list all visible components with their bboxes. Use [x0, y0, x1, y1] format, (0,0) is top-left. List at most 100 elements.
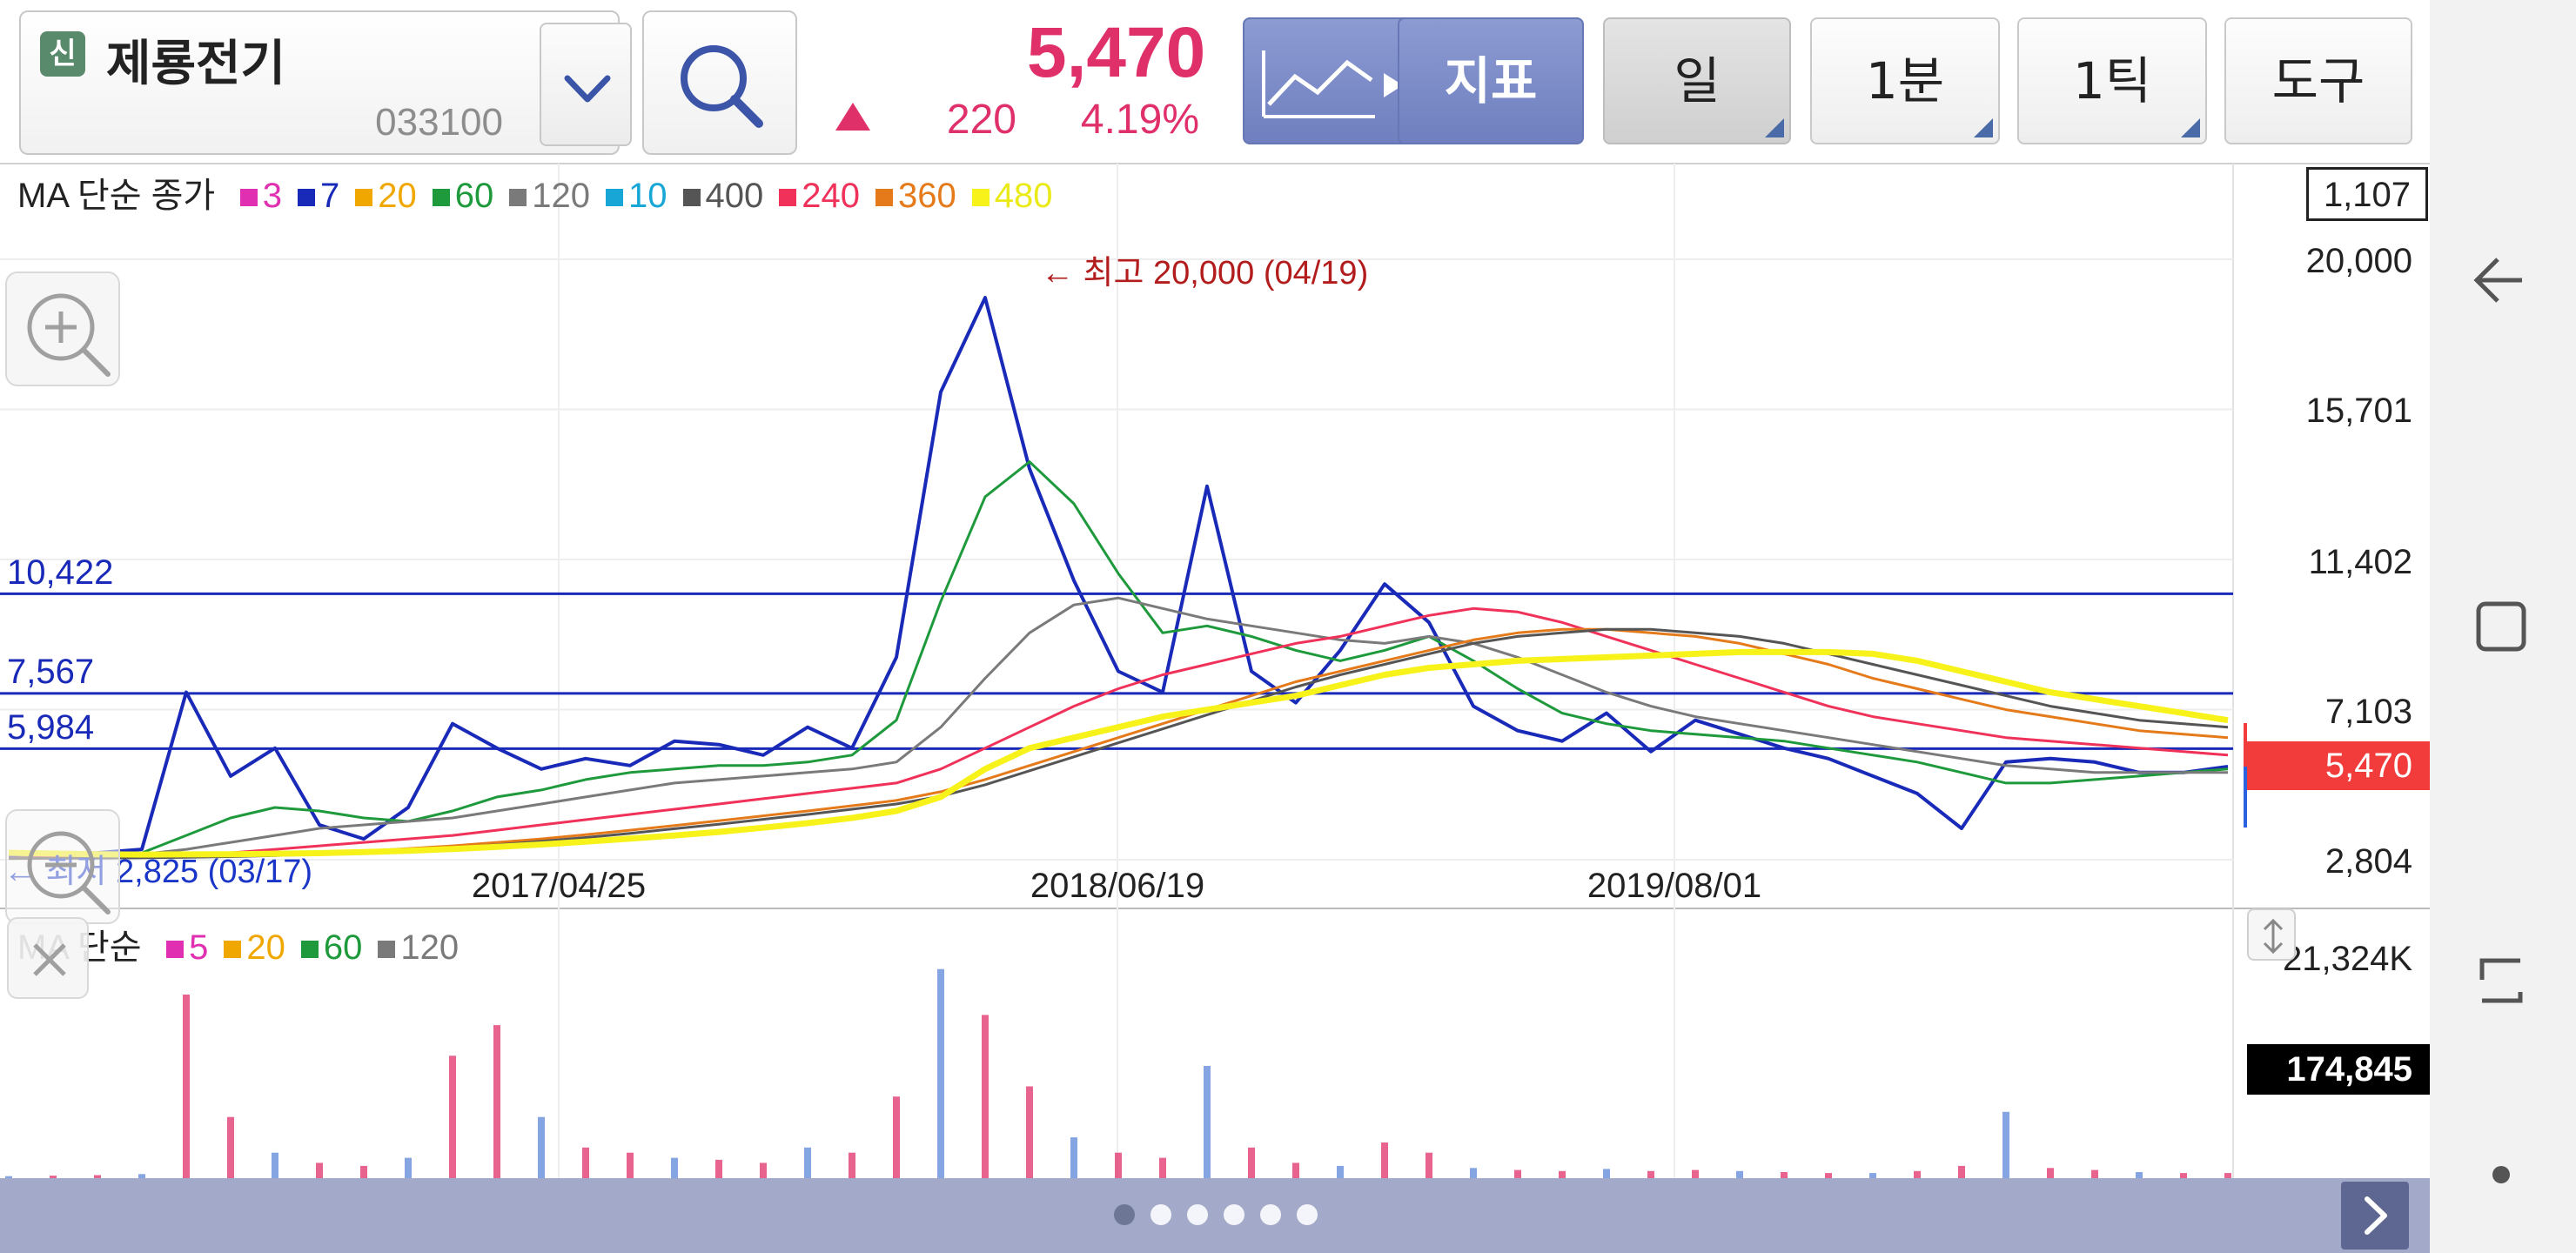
page-dot[interactable] [1224, 1204, 1244, 1225]
legend-label: 240 [802, 177, 861, 215]
dot-icon[interactable] [2492, 1166, 2510, 1183]
hline-label: 10,422 [7, 553, 114, 592]
minute-button[interactable]: 1분 [1810, 17, 2000, 144]
corner-triangle-icon [2181, 118, 2200, 137]
max-price-annotation: ← 최고 20,000 (04/19) [1041, 255, 1369, 291]
current-price-tag: 5,470 [2247, 741, 2430, 790]
current-price: 5,470 [1027, 13, 1206, 92]
tick-label: 1틱 [2072, 51, 2152, 111]
volume-bar [2047, 1168, 2054, 1178]
period-day-label: 일 [1674, 51, 1721, 111]
price-volume-chart[interactable] [0, 0, 2430, 1178]
zoom-out-icon [27, 831, 111, 915]
panel-resize-button[interactable] [2247, 908, 2296, 961]
volume-bar [1603, 1169, 1610, 1178]
ma-line-7 [8, 296, 2229, 859]
legend-swatch [432, 189, 450, 206]
recents-icon[interactable] [2479, 958, 2523, 1003]
page-dot[interactable] [1114, 1204, 1135, 1225]
volume-bar [1825, 1173, 1832, 1178]
y-tick-label: 20,000 [2305, 242, 2412, 280]
hline-label: 5,984 [7, 708, 95, 747]
legend-label: 5 [189, 928, 209, 967]
stock-selector[interactable]: 신 제룡전기 033100 [19, 10, 632, 155]
volume-bar [2091, 1169, 2098, 1178]
volume-bar [1292, 1163, 1299, 1178]
zoom-in-icon [27, 293, 111, 377]
home-icon[interactable] [2476, 601, 2526, 652]
volume-bar [449, 1055, 456, 1178]
volume-bar [227, 1116, 234, 1178]
legend-label: 120 [532, 177, 591, 215]
zoom-in-button[interactable] [5, 271, 120, 386]
y-tick-label: 15,701 [2305, 392, 2412, 430]
current-volume-tag: 174,845 [2247, 1044, 2430, 1095]
legend-swatch [682, 189, 701, 206]
x-tick-label: 2019/08/01 [1587, 867, 1762, 905]
page-dot[interactable] [1297, 1204, 1318, 1225]
tick-button[interactable]: 1틱 [2017, 17, 2207, 144]
volume-bar [1115, 1152, 1122, 1178]
legend-label: 20 [378, 177, 417, 215]
volume-bar [316, 1163, 323, 1178]
volume-bar [1692, 1169, 1699, 1178]
stock-dropdown-button[interactable] [540, 23, 632, 146]
volume-bar [1514, 1169, 1521, 1178]
system-nav-icons [2473, 258, 2526, 1183]
volume-bar [405, 1157, 412, 1178]
chevron-down-icon [564, 75, 611, 103]
volume-bar [272, 1152, 278, 1178]
legend-label: 60 [454, 177, 494, 215]
page-dot[interactable] [1260, 1204, 1281, 1225]
ma-line-480 [8, 648, 2229, 858]
legend-swatch [239, 189, 258, 206]
volume-bar [5, 1176, 12, 1178]
next-page-button[interactable] [2341, 1182, 2409, 1250]
volume-bar [1914, 1170, 1921, 1178]
legend-swatch [606, 189, 624, 206]
volume-bar [94, 1175, 101, 1178]
volume-bar [1426, 1152, 1432, 1178]
tools-button[interactable]: 도구 [2224, 17, 2412, 144]
up-triangle-icon [835, 103, 870, 131]
legend-swatch [971, 189, 989, 206]
volume-bar [1248, 1147, 1255, 1178]
volume-bar [627, 1152, 634, 1178]
volume-y-tick-label: 21,324K [2282, 940, 2412, 978]
volume-bar [1159, 1157, 1166, 1178]
legend-swatch [300, 941, 319, 958]
volume-bar [538, 1116, 545, 1178]
zoom-out-button[interactable] [5, 809, 120, 924]
legend-label: 20 [246, 928, 285, 967]
page-dot[interactable] [1187, 1204, 1208, 1225]
stock-code: 033100 [375, 101, 503, 144]
hline-label: 7,567 [7, 653, 95, 691]
system-nav-bar [2430, 0, 2576, 1253]
close-volume-panel-button[interactable] [7, 917, 89, 999]
legend-label: 480 [994, 177, 1053, 215]
volume-bar [1026, 1086, 1033, 1178]
page-dot[interactable] [1150, 1204, 1171, 1225]
back-icon[interactable] [2473, 258, 2522, 303]
close-icon [33, 943, 66, 976]
legend-label: 7 [320, 177, 340, 215]
legend-swatch [779, 189, 797, 206]
chevron-right-icon [2365, 1196, 2387, 1235]
volume-bar [1781, 1172, 1788, 1178]
legend-swatch [166, 941, 184, 958]
legend-label: 400 [705, 177, 764, 215]
volume-bar [804, 1147, 811, 1178]
y-tick-label: 7,103 [2324, 693, 2412, 731]
volume-bar [2136, 1172, 2143, 1178]
legend-swatch [378, 941, 396, 958]
legend-swatch [875, 189, 894, 206]
period-day-button[interactable]: 일 [1603, 17, 1791, 144]
indicator-button[interactable]: 지표 [1398, 17, 1584, 144]
search-button[interactable] [642, 10, 797, 155]
volume-bar [493, 1025, 500, 1178]
volume-bar [893, 1096, 900, 1178]
volume-bar [1559, 1170, 1566, 1178]
volume-bar [2224, 1173, 2231, 1178]
ma-line-60 [8, 460, 2229, 860]
volume-bar [1470, 1168, 1477, 1178]
